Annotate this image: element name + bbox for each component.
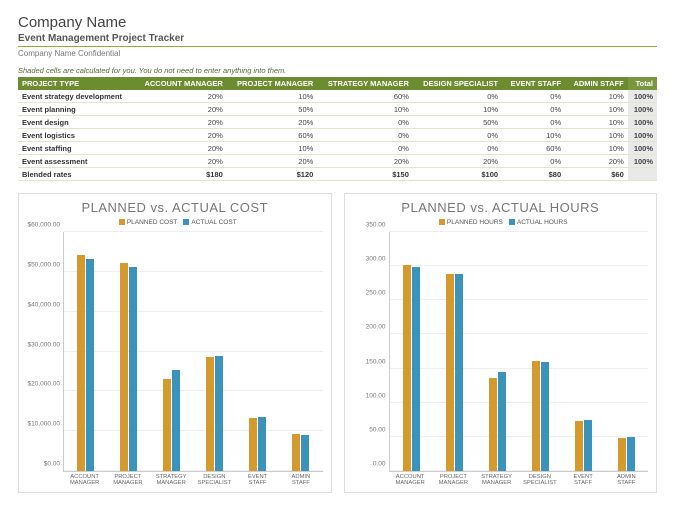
- y-tick: 150.00: [352, 358, 386, 365]
- bar: [498, 372, 506, 471]
- table-row: Event strategy development20%10%60%0%0%1…: [18, 90, 657, 103]
- bar: [77, 255, 85, 471]
- bar-group: [565, 420, 601, 471]
- cost-chart-title: PLANNED vs. ACTUAL COST: [23, 200, 327, 215]
- bar: [584, 420, 592, 471]
- y-tick: 350.00: [352, 222, 386, 229]
- cost-chart: PLANNED vs. ACTUAL COST PLANNED COST ACTU…: [18, 193, 332, 493]
- y-tick: 200.00: [352, 324, 386, 331]
- bar: [86, 259, 94, 471]
- bar: [301, 435, 309, 471]
- bar: [575, 421, 583, 471]
- y-tick: 0.00: [352, 461, 386, 468]
- bar-group: [154, 370, 190, 471]
- bar: [489, 378, 497, 471]
- bar: [618, 438, 626, 471]
- table-row: Event staffing20%10%0%0%60%10%100%: [18, 142, 657, 155]
- legend-label: PLANNED HOURS: [447, 219, 503, 226]
- bar-group: [67, 255, 103, 471]
- bar-group: [240, 417, 276, 471]
- col-header: EVENT STAFF: [502, 77, 565, 90]
- col-header: STRATEGY MANAGER: [317, 77, 413, 90]
- col-header: PROJECT TYPE: [18, 77, 134, 90]
- y-tick: $20,000.00: [26, 381, 60, 388]
- table-row: Event design20%20%0%50%0%10%100%: [18, 116, 657, 129]
- confidential: Company Name Confidential: [18, 49, 657, 58]
- bar: [163, 379, 171, 471]
- y-tick: $60,000.00: [26, 222, 60, 229]
- x-tick: DESIGNSPECIALIST: [196, 474, 232, 487]
- bar: [446, 274, 454, 471]
- y-tick: $30,000.00: [26, 341, 60, 348]
- y-tick: 300.00: [352, 256, 386, 263]
- bar: [206, 357, 214, 471]
- bar-group: [111, 263, 147, 471]
- bar-group: [522, 361, 558, 471]
- y-tick: 250.00: [352, 290, 386, 297]
- x-tick: ACCOUNTMANAGER: [66, 474, 102, 487]
- table-row: Event assessment20%20%20%20%0%20%100%: [18, 155, 657, 168]
- hours-chart-legend: PLANNED HOURS ACTUAL HOURS: [349, 219, 653, 226]
- x-tick: EVENTSTAFF: [565, 474, 601, 487]
- y-tick: $10,000.00: [26, 421, 60, 428]
- bar: [292, 434, 300, 471]
- x-tick: STRATEGYMANAGER: [478, 474, 514, 487]
- x-tick: ADMINSTAFF: [608, 474, 644, 487]
- bar: [120, 263, 128, 471]
- bar: [215, 356, 223, 471]
- bar-group: [393, 265, 429, 471]
- bar-group: [197, 356, 233, 471]
- note: Shaded cells are calculated for you. You…: [18, 66, 657, 75]
- bar: [258, 417, 266, 471]
- bar: [455, 274, 463, 471]
- y-tick: 50.00: [352, 426, 386, 433]
- col-header: DESIGN SPECIALIST: [413, 77, 502, 90]
- legend-label: ACTUAL COST: [191, 219, 236, 226]
- bar: [627, 437, 635, 471]
- y-tick: 100.00: [352, 392, 386, 399]
- col-header: Total: [628, 77, 657, 90]
- table-row: Event logistics20%60%0%0%10%10%100%: [18, 129, 657, 142]
- legend-label: ACTUAL HOURS: [517, 219, 568, 226]
- bar: [412, 267, 420, 471]
- cost-chart-legend: PLANNED COST ACTUAL COST: [23, 219, 327, 226]
- legend-label: PLANNED COST: [127, 219, 178, 226]
- x-tick: STRATEGYMANAGER: [153, 474, 189, 487]
- bar-group: [608, 437, 644, 471]
- bar-group: [436, 274, 472, 471]
- bar-group: [479, 372, 515, 471]
- x-tick: PROJECTMANAGER: [110, 474, 146, 487]
- rates-row: Blended rates$180$120$150$100$80$60: [18, 168, 657, 181]
- col-header: ACCOUNT MANAGER: [134, 77, 227, 90]
- bar: [532, 361, 540, 471]
- allocation-table: PROJECT TYPEACCOUNT MANAGERPROJECT MANAG…: [18, 77, 657, 181]
- bar: [249, 418, 257, 471]
- x-tick: PROJECTMANAGER: [435, 474, 471, 487]
- table-row: Event planning20%50%10%10%0%10%100%: [18, 103, 657, 116]
- hours-chart: PLANNED vs. ACTUAL HOURS PLANNED HOURS AC…: [344, 193, 658, 493]
- x-tick: EVENTSTAFF: [239, 474, 275, 487]
- x-tick: DESIGNSPECIALIST: [522, 474, 558, 487]
- bar: [172, 370, 180, 471]
- bar: [129, 267, 137, 471]
- y-tick: $50,000.00: [26, 261, 60, 268]
- col-header: PROJECT MANAGER: [227, 77, 318, 90]
- y-tick: $0.00: [26, 461, 60, 468]
- col-header: ADMIN STAFF: [565, 77, 628, 90]
- hours-chart-title: PLANNED vs. ACTUAL HOURS: [349, 200, 653, 215]
- x-tick: ADMINSTAFF: [283, 474, 319, 487]
- company-name: Company Name: [18, 14, 657, 31]
- y-tick: $40,000.00: [26, 301, 60, 308]
- x-tick: ACCOUNTMANAGER: [392, 474, 428, 487]
- bar: [541, 362, 549, 471]
- bar: [403, 265, 411, 471]
- bar-group: [283, 434, 319, 471]
- subtitle: Event Management Project Tracker: [18, 33, 657, 47]
